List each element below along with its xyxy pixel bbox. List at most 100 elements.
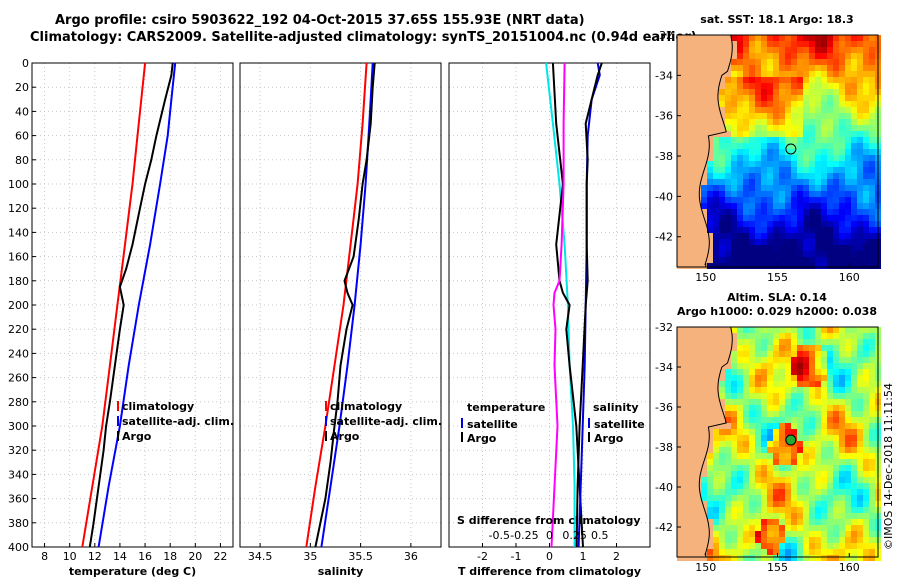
- sst_map-cell: [869, 179, 875, 185]
- sla_map-cell: [677, 543, 683, 549]
- sst_map-cell: [683, 107, 689, 113]
- sst_map-cell: [797, 143, 803, 149]
- sst_map-cell: [755, 143, 761, 149]
- sla_map-cell: [725, 369, 731, 375]
- sst_map-cell: [827, 35, 833, 41]
- sst_map-cell: [809, 209, 815, 215]
- sst_map-cell: [713, 179, 719, 185]
- sla_map-cell: [737, 375, 743, 381]
- sst_map-cell: [803, 35, 809, 41]
- sst_map-cell: [773, 233, 779, 239]
- sla_map-cell: [689, 495, 695, 501]
- sst_map-cell: [809, 251, 815, 257]
- sst_map-cell: [821, 131, 827, 137]
- sla_map-cell: [803, 387, 809, 393]
- sla_map-cell: [809, 459, 815, 465]
- sla_map-cell: [683, 501, 689, 507]
- sst_map-cell: [857, 173, 863, 179]
- sst_map-cell: [857, 179, 863, 185]
- sla_map-cell: [707, 369, 713, 375]
- sst_map-cell: [737, 215, 743, 221]
- sla_map-cell: [857, 351, 863, 357]
- sla_map-cell: [689, 549, 695, 555]
- sla_map-cell: [677, 507, 683, 513]
- sst_map-cell: [677, 125, 683, 131]
- sst_map-cell: [695, 35, 701, 41]
- sla_map-cell: [725, 345, 731, 351]
- sla_map-cell: [683, 339, 689, 345]
- sst_map-cell: [773, 257, 779, 263]
- sla_map-cell: [809, 447, 815, 453]
- sla_map-cell: [827, 465, 833, 471]
- sla_map-cell: [821, 519, 827, 525]
- sla_map-cell: [701, 465, 707, 471]
- sst_map-cell: [719, 89, 725, 95]
- sla_map-cell: [821, 429, 827, 435]
- sst_map-cell: [755, 83, 761, 89]
- sst_map-cell: [809, 191, 815, 197]
- sla_map-cell: [845, 525, 851, 531]
- sla_map-cell: [779, 393, 785, 399]
- sst_map-cell: [797, 113, 803, 119]
- sla_map-cell: [761, 525, 767, 531]
- sst_map-cell: [725, 179, 731, 185]
- sst_map-cell: [773, 89, 779, 95]
- sst_map-cell: [761, 179, 767, 185]
- sla_map-cell: [743, 543, 749, 549]
- sst_map-cell: [755, 239, 761, 245]
- sla_map-cell: [851, 531, 857, 537]
- sla_map-cell: [701, 453, 707, 459]
- sla_map-cell: [797, 339, 803, 345]
- sst_map-cell: [845, 179, 851, 185]
- sla_map-cell: [689, 483, 695, 489]
- sla_map-cell: [701, 417, 707, 423]
- sla_map-cell: [719, 513, 725, 519]
- sla_map-cell: [677, 369, 683, 375]
- sst_map-cell: [821, 95, 827, 101]
- sla_map-cell: [731, 519, 737, 525]
- sst_map-cell: [737, 263, 743, 269]
- sla_map-cell: [737, 387, 743, 393]
- sst_map-cell: [821, 167, 827, 173]
- sla_map-cell: [845, 471, 851, 477]
- sla_map-cell: [845, 423, 851, 429]
- sla_map-cell: [719, 495, 725, 501]
- sst_map-cell: [743, 143, 749, 149]
- sla_map-cell: [755, 333, 761, 339]
- sst_map-cell: [803, 41, 809, 47]
- sst_map-cell: [833, 263, 839, 269]
- sst_map-cell: [767, 161, 773, 167]
- sst_map-cell: [677, 263, 683, 269]
- sla_map-cell: [809, 453, 815, 459]
- sst_map-cell: [809, 47, 815, 53]
- sla_map-cell: [791, 471, 797, 477]
- sst_map-cell: [815, 143, 821, 149]
- sla_map-cell: [797, 501, 803, 507]
- sst_map-cell: [791, 239, 797, 245]
- sst_map-cell: [761, 215, 767, 221]
- sla_map-cell: [809, 429, 815, 435]
- sst_map-cell: [785, 59, 791, 65]
- sst_map-cell: [749, 83, 755, 89]
- sst_map-cell: [833, 65, 839, 71]
- sst_map-cell: [761, 233, 767, 239]
- sla_map-cell: [749, 417, 755, 423]
- sla_map-cell: [857, 333, 863, 339]
- sst_map-cell: [869, 215, 875, 221]
- sst_map-cell: [725, 77, 731, 83]
- sla_map-cell: [815, 531, 821, 537]
- sla_map-cell: [809, 387, 815, 393]
- sla_map-cell: [821, 531, 827, 537]
- sla_map-cell: [839, 447, 845, 453]
- sla_map-cell: [737, 345, 743, 351]
- sla_map-cell: [863, 483, 869, 489]
- sst_map-cell: [725, 227, 731, 233]
- sla_map-cell: [779, 375, 785, 381]
- sla_map-cell: [767, 531, 773, 537]
- sla_map-cell: [773, 351, 779, 357]
- sst_map-cell: [725, 215, 731, 221]
- sst_map-cell: [719, 203, 725, 209]
- sst_map-cell: [677, 161, 683, 167]
- sla_map-cell: [683, 483, 689, 489]
- depth-tick-label: 380: [8, 517, 29, 530]
